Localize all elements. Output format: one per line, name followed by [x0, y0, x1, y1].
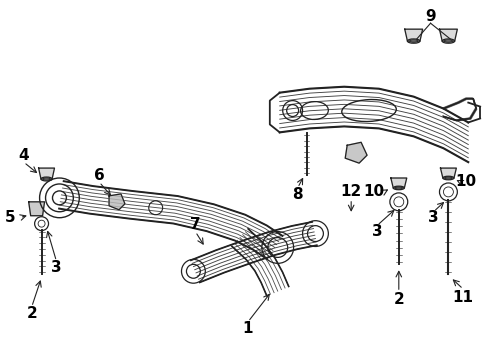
Text: 3: 3: [51, 260, 62, 275]
Text: 5: 5: [4, 210, 15, 225]
Polygon shape: [441, 168, 456, 178]
Text: 4: 4: [19, 148, 29, 163]
Polygon shape: [391, 178, 407, 188]
Polygon shape: [405, 29, 422, 41]
Polygon shape: [29, 202, 45, 216]
Polygon shape: [440, 29, 457, 41]
Text: 12: 12: [341, 184, 362, 199]
Text: 2: 2: [26, 306, 37, 321]
Polygon shape: [39, 168, 54, 179]
Text: 10: 10: [456, 175, 477, 189]
Text: 7: 7: [190, 217, 201, 232]
Polygon shape: [345, 142, 367, 163]
Text: 9: 9: [425, 9, 436, 24]
Text: 10: 10: [364, 184, 385, 199]
Text: 8: 8: [292, 188, 303, 202]
Text: 6: 6: [94, 167, 104, 183]
Polygon shape: [109, 194, 125, 210]
Text: 1: 1: [243, 321, 253, 336]
Text: 3: 3: [428, 210, 439, 225]
Text: 3: 3: [371, 224, 382, 239]
Text: 2: 2: [393, 292, 404, 307]
Text: 11: 11: [453, 289, 474, 305]
